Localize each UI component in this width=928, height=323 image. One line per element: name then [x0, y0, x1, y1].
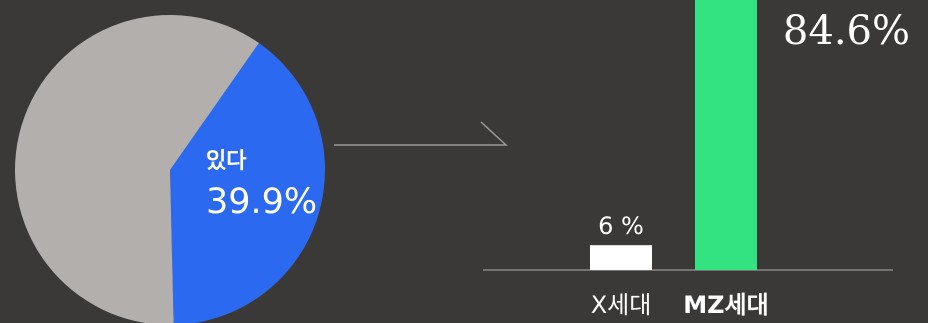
pie-slice-value: 39.9%	[206, 182, 317, 222]
bar-1	[695, 0, 757, 270]
bar-category-label: X세대	[591, 291, 652, 319]
connector-line	[334, 121, 508, 146]
bar-value-label: 6 %	[598, 212, 644, 240]
pie-slice-1	[15, 15, 259, 323]
bar-chart: X세대 MZ세대 6 % 84.6%	[483, 0, 910, 319]
bar-value-label: 84.6%	[783, 8, 910, 54]
bar-category-label: MZ세대	[683, 291, 768, 319]
pie-chart: 있다 39.9%	[15, 15, 325, 323]
bar-0	[590, 245, 652, 270]
pie-slice-0	[170, 43, 325, 323]
pie-slice-label: 있다	[206, 149, 247, 174]
